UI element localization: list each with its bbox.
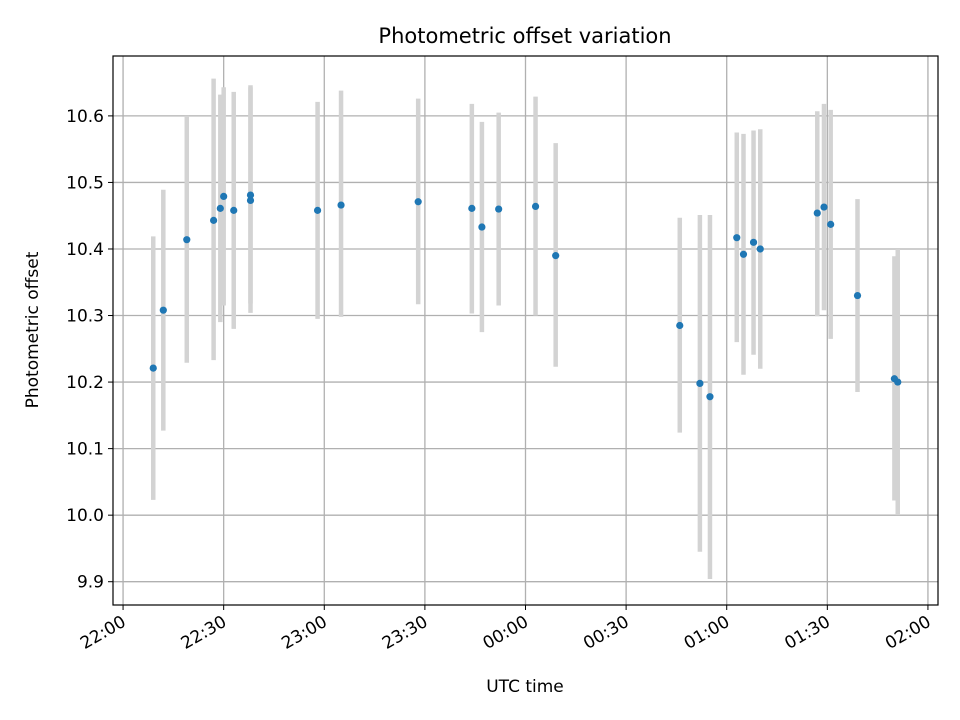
y-axis-ticks: 9.9 10.0 10.1 10.2 10.3 10.4 10.5 10.6 xyxy=(66,107,113,593)
data-point xyxy=(246,196,255,205)
data-point xyxy=(337,201,345,209)
y-tick-label: 10.4 xyxy=(66,240,104,260)
data-point xyxy=(246,191,255,199)
y-tick-label: 10.1 xyxy=(66,440,104,460)
data-point xyxy=(853,291,862,300)
data-points xyxy=(149,191,902,401)
data-point xyxy=(813,209,821,217)
data-point xyxy=(468,204,476,212)
data-point xyxy=(149,364,157,372)
data-point xyxy=(820,203,828,211)
data-point xyxy=(414,198,422,206)
y-tick-label: 9.9 xyxy=(77,573,104,593)
data-point xyxy=(531,202,540,210)
data-point xyxy=(676,321,684,330)
chart-title: Photometric offset variation xyxy=(378,24,671,48)
y-axis-title: Photometric offset xyxy=(23,251,43,408)
data-point xyxy=(552,252,560,260)
data-point xyxy=(183,236,191,244)
data-point xyxy=(749,238,758,246)
data-point xyxy=(706,393,714,401)
data-point xyxy=(220,192,228,201)
x-axis-title: UTC time xyxy=(486,677,564,697)
y-tick-label: 10.0 xyxy=(66,506,104,526)
y-tick-label: 10.6 xyxy=(66,107,104,127)
data-point xyxy=(894,378,902,386)
data-point xyxy=(313,206,322,214)
data-point xyxy=(696,379,704,388)
data-point xyxy=(733,234,741,242)
y-tick-label: 10.3 xyxy=(66,307,104,327)
data-point xyxy=(756,245,764,253)
data-point xyxy=(230,206,238,214)
data-point xyxy=(827,220,835,228)
grid xyxy=(113,56,938,605)
data-point xyxy=(210,216,218,224)
data-point xyxy=(739,250,748,258)
data-point xyxy=(159,306,167,314)
data-point xyxy=(495,205,503,213)
y-tick-label: 10.2 xyxy=(66,373,104,393)
data-point xyxy=(216,204,224,212)
data-point xyxy=(478,223,486,231)
y-tick-label: 10.5 xyxy=(66,173,104,193)
